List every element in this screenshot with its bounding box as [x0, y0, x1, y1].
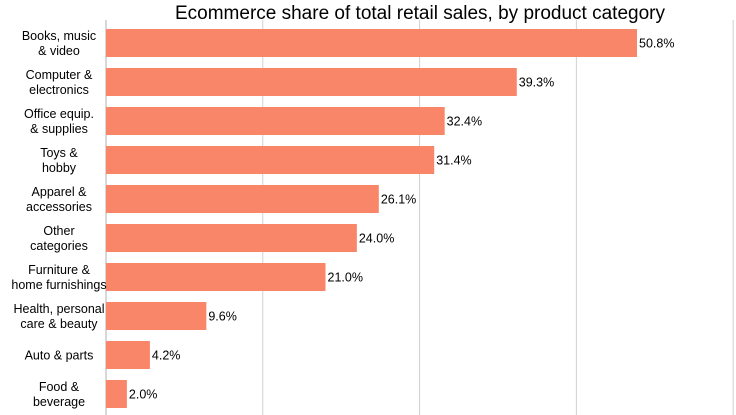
- data-label: 50.8%: [639, 37, 674, 51]
- data-label: 31.4%: [436, 154, 471, 168]
- bar: [106, 146, 435, 174]
- chart-title: Ecommerce share of total retail sales, b…: [175, 3, 666, 24]
- category-label-line: & video: [38, 44, 80, 58]
- bar: [106, 29, 637, 57]
- category-label-line: categories: [30, 239, 88, 253]
- category-label: Health, personal care & beauty: [13, 302, 104, 331]
- category-label-line: accessories: [26, 200, 92, 214]
- category-label-line: Auto & parts: [25, 349, 94, 363]
- data-label: 39.3%: [519, 76, 554, 90]
- bars: [106, 29, 637, 408]
- category-label: Auto & parts: [25, 349, 94, 363]
- bar: [106, 224, 357, 252]
- category-label: Office equip. & supplies: [24, 107, 94, 136]
- category-label-line: electronics: [29, 83, 89, 97]
- data-label: 4.2%: [152, 349, 181, 363]
- category-label-line: Furniture &: [28, 263, 90, 277]
- bar: [106, 302, 207, 330]
- category-label: Food & beverage: [33, 380, 85, 409]
- data-label: 2.0%: [129, 388, 158, 402]
- category-label-line: Apparel &: [32, 185, 88, 199]
- bar: [106, 380, 127, 408]
- data-label: 24.0%: [359, 232, 394, 246]
- category-label: Books, music & video: [22, 29, 96, 58]
- bar: [106, 185, 379, 213]
- category-label: Apparel & accessories: [26, 185, 92, 214]
- category-label-line: Computer &: [26, 68, 93, 82]
- category-label: Computer & electronics: [26, 68, 93, 97]
- category-label-line: Office equip.: [24, 107, 94, 121]
- bar: [106, 68, 517, 96]
- category-label: Other categories: [30, 224, 88, 253]
- data-label: 32.4%: [447, 115, 482, 129]
- data-label: 26.1%: [381, 193, 416, 207]
- category-label-line: Health, personal: [13, 302, 104, 316]
- category-label-line: Other: [43, 224, 74, 238]
- category-label: Furniture & home furnishings: [11, 263, 106, 292]
- category-label-line: Food &: [39, 380, 80, 394]
- bar: [106, 107, 445, 135]
- category-label-line: care & beauty: [20, 317, 98, 331]
- category-labels: Books, music & video Computer & electronics…: [11, 29, 106, 409]
- category-label-line: beverage: [33, 395, 85, 409]
- bar: [106, 263, 326, 291]
- data-label: 21.0%: [328, 271, 363, 285]
- data-label: 9.6%: [208, 310, 237, 324]
- category-label-line: Toys &: [40, 146, 78, 160]
- category-label-line: home furnishings: [11, 278, 106, 292]
- category-label-line: hobby: [42, 161, 77, 175]
- bar: [106, 341, 150, 369]
- category-label-line: & supplies: [30, 122, 88, 136]
- category-label-line: Books, music: [22, 29, 96, 43]
- value-labels: 50.8% 39.3% 32.4% 31.4% 26.1% 24.0% 21.0% 9.6% 4…: [129, 37, 675, 402]
- category-label: Toys & hobby: [40, 146, 78, 175]
